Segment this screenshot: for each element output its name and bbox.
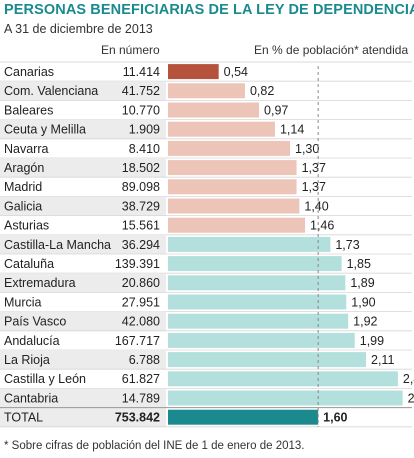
column-header-percent: En % de población* atendida — [254, 43, 409, 57]
bar — [168, 217, 306, 233]
region-label: Aragón — [4, 161, 44, 175]
number-value: 89.098 — [122, 180, 160, 194]
percent-label: 1,46 — [310, 219, 334, 233]
bar — [168, 313, 349, 329]
percent-label: 0,97 — [264, 103, 288, 117]
region-label: Canarias — [4, 65, 54, 79]
region-label: Cantabria — [4, 391, 58, 405]
bar — [168, 83, 245, 99]
row-stripe — [0, 311, 166, 331]
number-value: 27.951 — [122, 295, 160, 309]
number-value: 753.842 — [115, 411, 160, 425]
row-stripe — [0, 158, 166, 178]
percent-label: 1,14 — [280, 123, 304, 137]
region-label: TOTAL — [4, 411, 43, 425]
region-label: Galicia — [4, 199, 42, 213]
percent-label: 1,37 — [302, 161, 326, 175]
row-stripe — [0, 273, 166, 293]
percent-label: 1,73 — [335, 238, 359, 252]
number-value: 10.770 — [122, 103, 160, 117]
bar — [168, 390, 403, 406]
bar — [168, 121, 275, 137]
bar — [168, 64, 219, 80]
region-label: Ceuta y Melilla — [4, 123, 86, 137]
number-value: 8.410 — [129, 142, 160, 156]
percent-label: 2,50 — [408, 391, 414, 405]
row-stripe — [0, 407, 166, 427]
number-value: 139.391 — [115, 257, 160, 271]
region-label: País Vasco — [4, 315, 66, 329]
number-value: 42.080 — [122, 315, 160, 329]
number-value: 167.717 — [115, 334, 160, 348]
region-label: Extremadura — [4, 276, 76, 290]
percent-label: 2,45 — [403, 372, 414, 386]
bar — [168, 409, 319, 425]
row-stripe — [0, 234, 166, 254]
row-stripe — [0, 119, 166, 139]
number-value: 38.729 — [122, 199, 160, 213]
region-label: Com. Valenciana — [4, 84, 98, 98]
percent-label: 1,60 — [323, 411, 347, 425]
percent-label: 1,89 — [350, 276, 374, 290]
chart-title: PERSONAS BENEFICIARIAS DE LA LEY DE DEPE… — [4, 2, 414, 18]
bar — [168, 332, 355, 348]
percent-label: 0,54 — [224, 65, 248, 79]
row-stripe — [0, 81, 166, 101]
region-label: La Rioja — [4, 353, 50, 367]
number-value: 11.414 — [123, 65, 160, 79]
bar — [168, 140, 290, 156]
percent-label: 1,37 — [302, 180, 326, 194]
number-value: 6.788 — [129, 353, 160, 367]
row-stripe — [0, 350, 166, 370]
region-label: Asturias — [4, 219, 49, 233]
percent-label: 1,92 — [353, 315, 377, 329]
column-header-number: En número — [101, 43, 160, 57]
bar — [168, 160, 297, 176]
bar — [168, 256, 342, 272]
bar — [168, 371, 398, 387]
region-label: Castilla-La Mancha — [4, 238, 111, 252]
number-value: 1.909 — [129, 123, 160, 137]
footnote: * Sobre cifras de población del INE de 1… — [4, 440, 305, 452]
number-value: 41.752 — [122, 84, 160, 98]
number-value: 36.294 — [122, 238, 160, 252]
region-label: Castilla y León — [4, 372, 86, 386]
percent-label: 1,30 — [295, 142, 319, 156]
row-stripe — [0, 388, 166, 408]
percent-label: 1,85 — [347, 257, 371, 271]
bar — [168, 179, 297, 195]
percent-label: 2,11 — [371, 353, 394, 367]
region-label: Navarra — [4, 142, 49, 156]
bar — [168, 102, 260, 118]
percent-label: 0,82 — [250, 84, 274, 98]
region-label: Madrid — [4, 180, 42, 194]
bar — [168, 294, 347, 310]
bar — [168, 275, 346, 291]
percent-label: 1,90 — [351, 295, 375, 309]
number-value: 61.827 — [122, 372, 160, 386]
number-value: 15.561 — [122, 219, 160, 233]
chart-subtitle: A 31 de diciembre de 2013 — [4, 22, 153, 36]
number-value: 18.502 — [122, 161, 160, 175]
percent-label: 1,40 — [304, 199, 328, 213]
number-value: 14.789 — [122, 391, 160, 405]
bar — [168, 198, 300, 214]
row-stripe — [0, 196, 166, 216]
region-label: Baleares — [4, 103, 53, 117]
bar — [168, 352, 367, 368]
region-label: Andalucía — [4, 334, 60, 348]
bar — [168, 236, 331, 252]
region-label: Murcia — [4, 295, 42, 309]
percent-label: 1,99 — [360, 334, 384, 348]
region-label: Cataluña — [4, 257, 54, 271]
number-value: 20.860 — [122, 276, 160, 290]
